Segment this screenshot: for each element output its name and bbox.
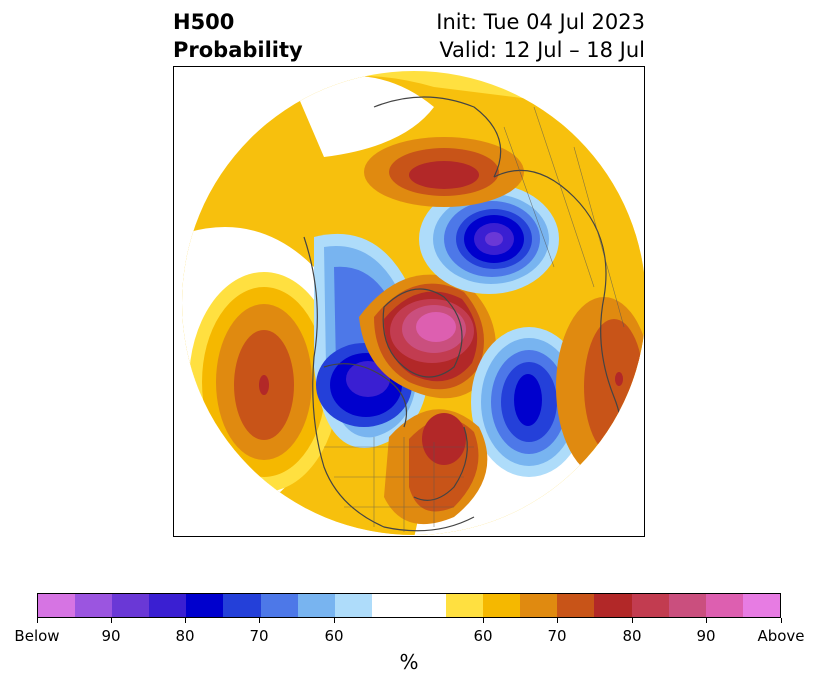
colorbar-swatch xyxy=(186,594,224,617)
colorbar-tick-label: Below xyxy=(14,627,60,645)
colorbar-tick-label: 70 xyxy=(249,627,269,645)
colorbar-tick-label: 80 xyxy=(175,627,195,645)
colorbar-tick xyxy=(632,618,633,623)
colorbar-swatch xyxy=(668,594,706,617)
political-borders xyxy=(324,106,625,532)
colorbar-tick xyxy=(111,618,112,623)
valid-range: Valid: 12 Jul – 18 Jul xyxy=(439,38,645,62)
colorbar-tick xyxy=(185,618,186,623)
colorbar-swatch xyxy=(260,594,298,617)
eastern-us-warm-anomaly xyxy=(384,409,488,525)
colorbar-tick-label: 90 xyxy=(696,627,716,645)
colorbar-swatch xyxy=(38,594,76,617)
colorbar-tick-label: 80 xyxy=(622,627,642,645)
colorbar-swatch xyxy=(483,594,521,617)
colorbar-swatch xyxy=(557,594,595,617)
colorbar-tick xyxy=(706,618,707,623)
colorbar-swatch xyxy=(520,594,558,617)
colorbar-tick xyxy=(781,618,782,623)
title-right: Init: Tue 04 Jul 2023 Valid: 12 Jul – 18… xyxy=(436,8,645,64)
siberia-cold-anomaly xyxy=(419,184,559,294)
colorbar-tick xyxy=(557,618,558,623)
colorbar-unit: % xyxy=(399,650,419,674)
colorbar-swatch xyxy=(112,594,150,617)
title-left: H500 Probability xyxy=(173,8,303,64)
colorbar-tick xyxy=(259,618,260,623)
probability-map xyxy=(182,71,644,535)
colorbar-swatch xyxy=(631,594,669,617)
colorbar-tick-label: 90 xyxy=(101,627,121,645)
north-pacific-warm-anomaly xyxy=(189,272,339,492)
colorbar-swatch xyxy=(297,594,335,617)
colorbar-swatch xyxy=(75,594,113,617)
map-panel xyxy=(173,66,645,537)
title-variable: H500 xyxy=(173,10,235,34)
colorbar-tick xyxy=(334,618,335,623)
colorbar-tick xyxy=(37,618,38,623)
title-kind: Probability xyxy=(173,38,303,62)
north-atlantic-cold-anomaly xyxy=(471,327,587,477)
colorbar-swatch xyxy=(334,594,372,617)
colorbar-swatch xyxy=(149,594,187,617)
colorbar-tick-label: 60 xyxy=(324,627,344,645)
colorbar-swatch xyxy=(742,594,780,617)
colorbar-tick xyxy=(483,618,484,623)
colorbar-tick-label: 70 xyxy=(547,627,567,645)
colorbar-swatch xyxy=(446,594,484,617)
colorbar-swatch xyxy=(223,594,261,617)
colorbar-swatch xyxy=(371,594,447,617)
colorbar-swatch xyxy=(594,594,632,617)
colorbar xyxy=(37,593,781,618)
init-date: Init: Tue 04 Jul 2023 xyxy=(436,10,645,34)
colorbar-tick-label: 60 xyxy=(473,627,493,645)
colorbar-swatch xyxy=(705,594,743,617)
russia-warm-anomaly xyxy=(364,137,524,207)
colorbar-tick-label: Above xyxy=(757,627,805,645)
